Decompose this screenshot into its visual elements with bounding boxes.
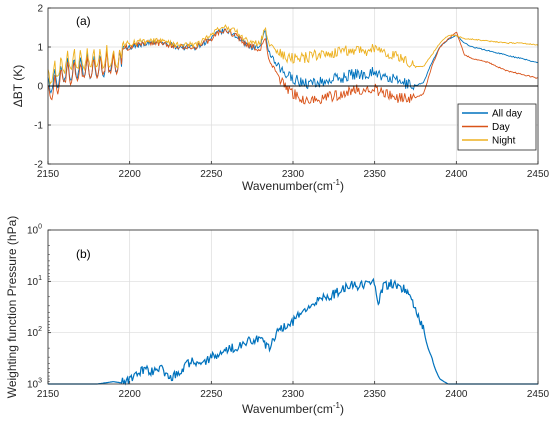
y-tick-label: -1 [34,121,43,132]
plot-frame [47,7,539,165]
x-tick-label: 2150 [37,169,60,180]
y-tick-label: 100 [27,224,42,237]
x-tick-label: 2150 [37,389,60,400]
x-tick-label: 2300 [282,169,305,180]
x-tick-label: 2300 [282,389,305,400]
x-tick-label: 2350 [364,169,387,180]
y-axis-label: Weighting function Pressure (hPa) [5,216,19,399]
y-tick-label: 101 [27,275,42,288]
panel-a: 2150 2200 2250 2300 2350 2400 2450 -2 -1 0 1 2 (a) ΔB… [11,4,550,194]
x-tick-label: 2250 [200,169,223,180]
x-tick-label: 2200 [119,169,142,180]
legend-entry: All day [492,109,522,120]
y-tick-label: 102 [27,326,42,339]
panel-label: (b) [76,247,91,261]
y-tick-label: 0 [37,82,43,93]
y-tick-label: 1 [37,43,43,54]
y-axis-label: ΔBT (K) [11,65,25,107]
y-tick-label: 103 [27,378,42,391]
x-tick-label: 2350 [364,389,387,400]
x-axis-label: Wavenumber(cm-1) [242,401,344,416]
plot-frame [47,229,539,385]
legend-entry: Day [492,122,510,133]
series-line-day [47,28,539,105]
panel-b: 2150 2200 2250 2300 2350 2400 2450 100 101 102 103… [5,216,550,416]
legend: All day Day Night [457,103,537,151]
y-tick-label: -2 [34,160,43,171]
x-axis-label: Wavenumber(cm-1) [242,178,344,193]
legend-entry: Night [492,136,516,147]
x-tick-label: 2450 [527,169,550,180]
panel-label: (a) [76,14,91,28]
x-tick-label: 2250 [200,389,223,400]
x-tick-label: 2400 [445,169,468,180]
x-tick-label: 2200 [119,389,142,400]
x-tick-label: 2400 [445,389,468,400]
y-tick-label: 2 [37,4,43,15]
series-line-night [47,24,539,86]
x-tick-label: 2450 [527,389,550,400]
